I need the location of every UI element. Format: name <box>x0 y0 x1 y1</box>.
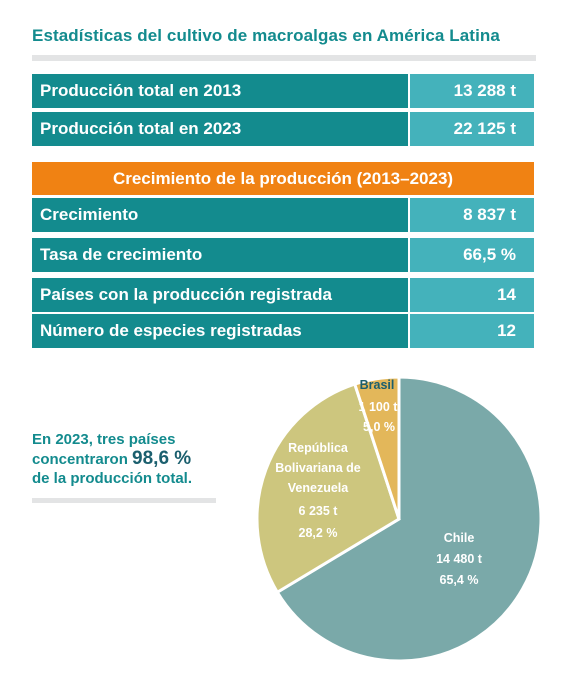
stat-label: Número de especies registradas <box>32 314 408 348</box>
pie-slice-venezuela <box>255 382 401 595</box>
stat-value: 66,5 % <box>410 238 534 272</box>
pie-slice-chile <box>275 375 543 663</box>
note-line-2-text: concentraron <box>32 451 133 468</box>
pie-label-venezuela-percent: 28,2 % <box>299 526 338 540</box>
pie-label-venezuela-name-3: Venezuela <box>288 481 349 495</box>
stat-row-growth: Crecimiento 8 837 t <box>32 198 534 232</box>
concentration-note: En 2023, tres países concentraron 98,6 %… <box>32 430 232 488</box>
pie-label-venezuela-value: 6 235 t <box>299 504 339 518</box>
pie-label-chile-value: 14 480 t <box>436 552 483 566</box>
stat-value: 13 288 t <box>410 74 534 108</box>
pie-label-venezuela-name-2: Bolivariana de <box>275 461 360 475</box>
stat-row-production-2013: Producción total en 2013 13 288 t <box>32 74 534 108</box>
pie-label-venezuela-name-1: República <box>288 441 349 455</box>
pie-label-chile-name: Chile <box>444 531 475 545</box>
note-line-2: concentraron 98,6 % <box>32 449 232 469</box>
chart-title: Estadísticas del cultivo de macroalgas e… <box>32 26 500 45</box>
stat-value: 8 837 t <box>410 198 534 232</box>
stat-row-countries: Países con la producción registrada 14 <box>32 278 534 312</box>
note-line-3: de la producción total. <box>32 470 193 487</box>
growth-section-header: Crecimiento de la producción (2013–2023) <box>32 162 534 195</box>
stat-value: 22 125 t <box>410 112 534 146</box>
stat-label: Producción total en 2013 <box>32 74 408 108</box>
note-divider <box>32 498 216 503</box>
title-divider <box>32 55 536 61</box>
pie-slice-brasil <box>352 375 401 520</box>
pie-label-brasil-name: Brasil <box>360 378 395 392</box>
stat-label: Producción total en 2023 <box>32 112 408 146</box>
stat-row-production-2023: Producción total en 2023 22 125 t <box>32 112 534 146</box>
stat-label: Países con la producción registrada <box>32 278 408 312</box>
note-highlight-percent: 98,6 % <box>132 448 192 469</box>
pie-label-chile-percent: 65,4 % <box>440 573 479 587</box>
pie-label-brasil-percent: 5,0 % <box>363 420 395 434</box>
stat-row-species: Número de especies registradas 12 <box>32 314 534 348</box>
stat-label: Crecimiento <box>32 198 408 232</box>
stat-value: 12 <box>410 314 534 348</box>
stat-value: 14 <box>410 278 534 312</box>
note-line-1: En 2023, tres países <box>32 431 176 448</box>
stat-label: Tasa de crecimiento <box>32 238 408 272</box>
stat-row-growth-rate: Tasa de crecimiento 66,5 % <box>32 238 534 272</box>
pie-label-brasil-value: 1 100 t <box>359 400 399 414</box>
